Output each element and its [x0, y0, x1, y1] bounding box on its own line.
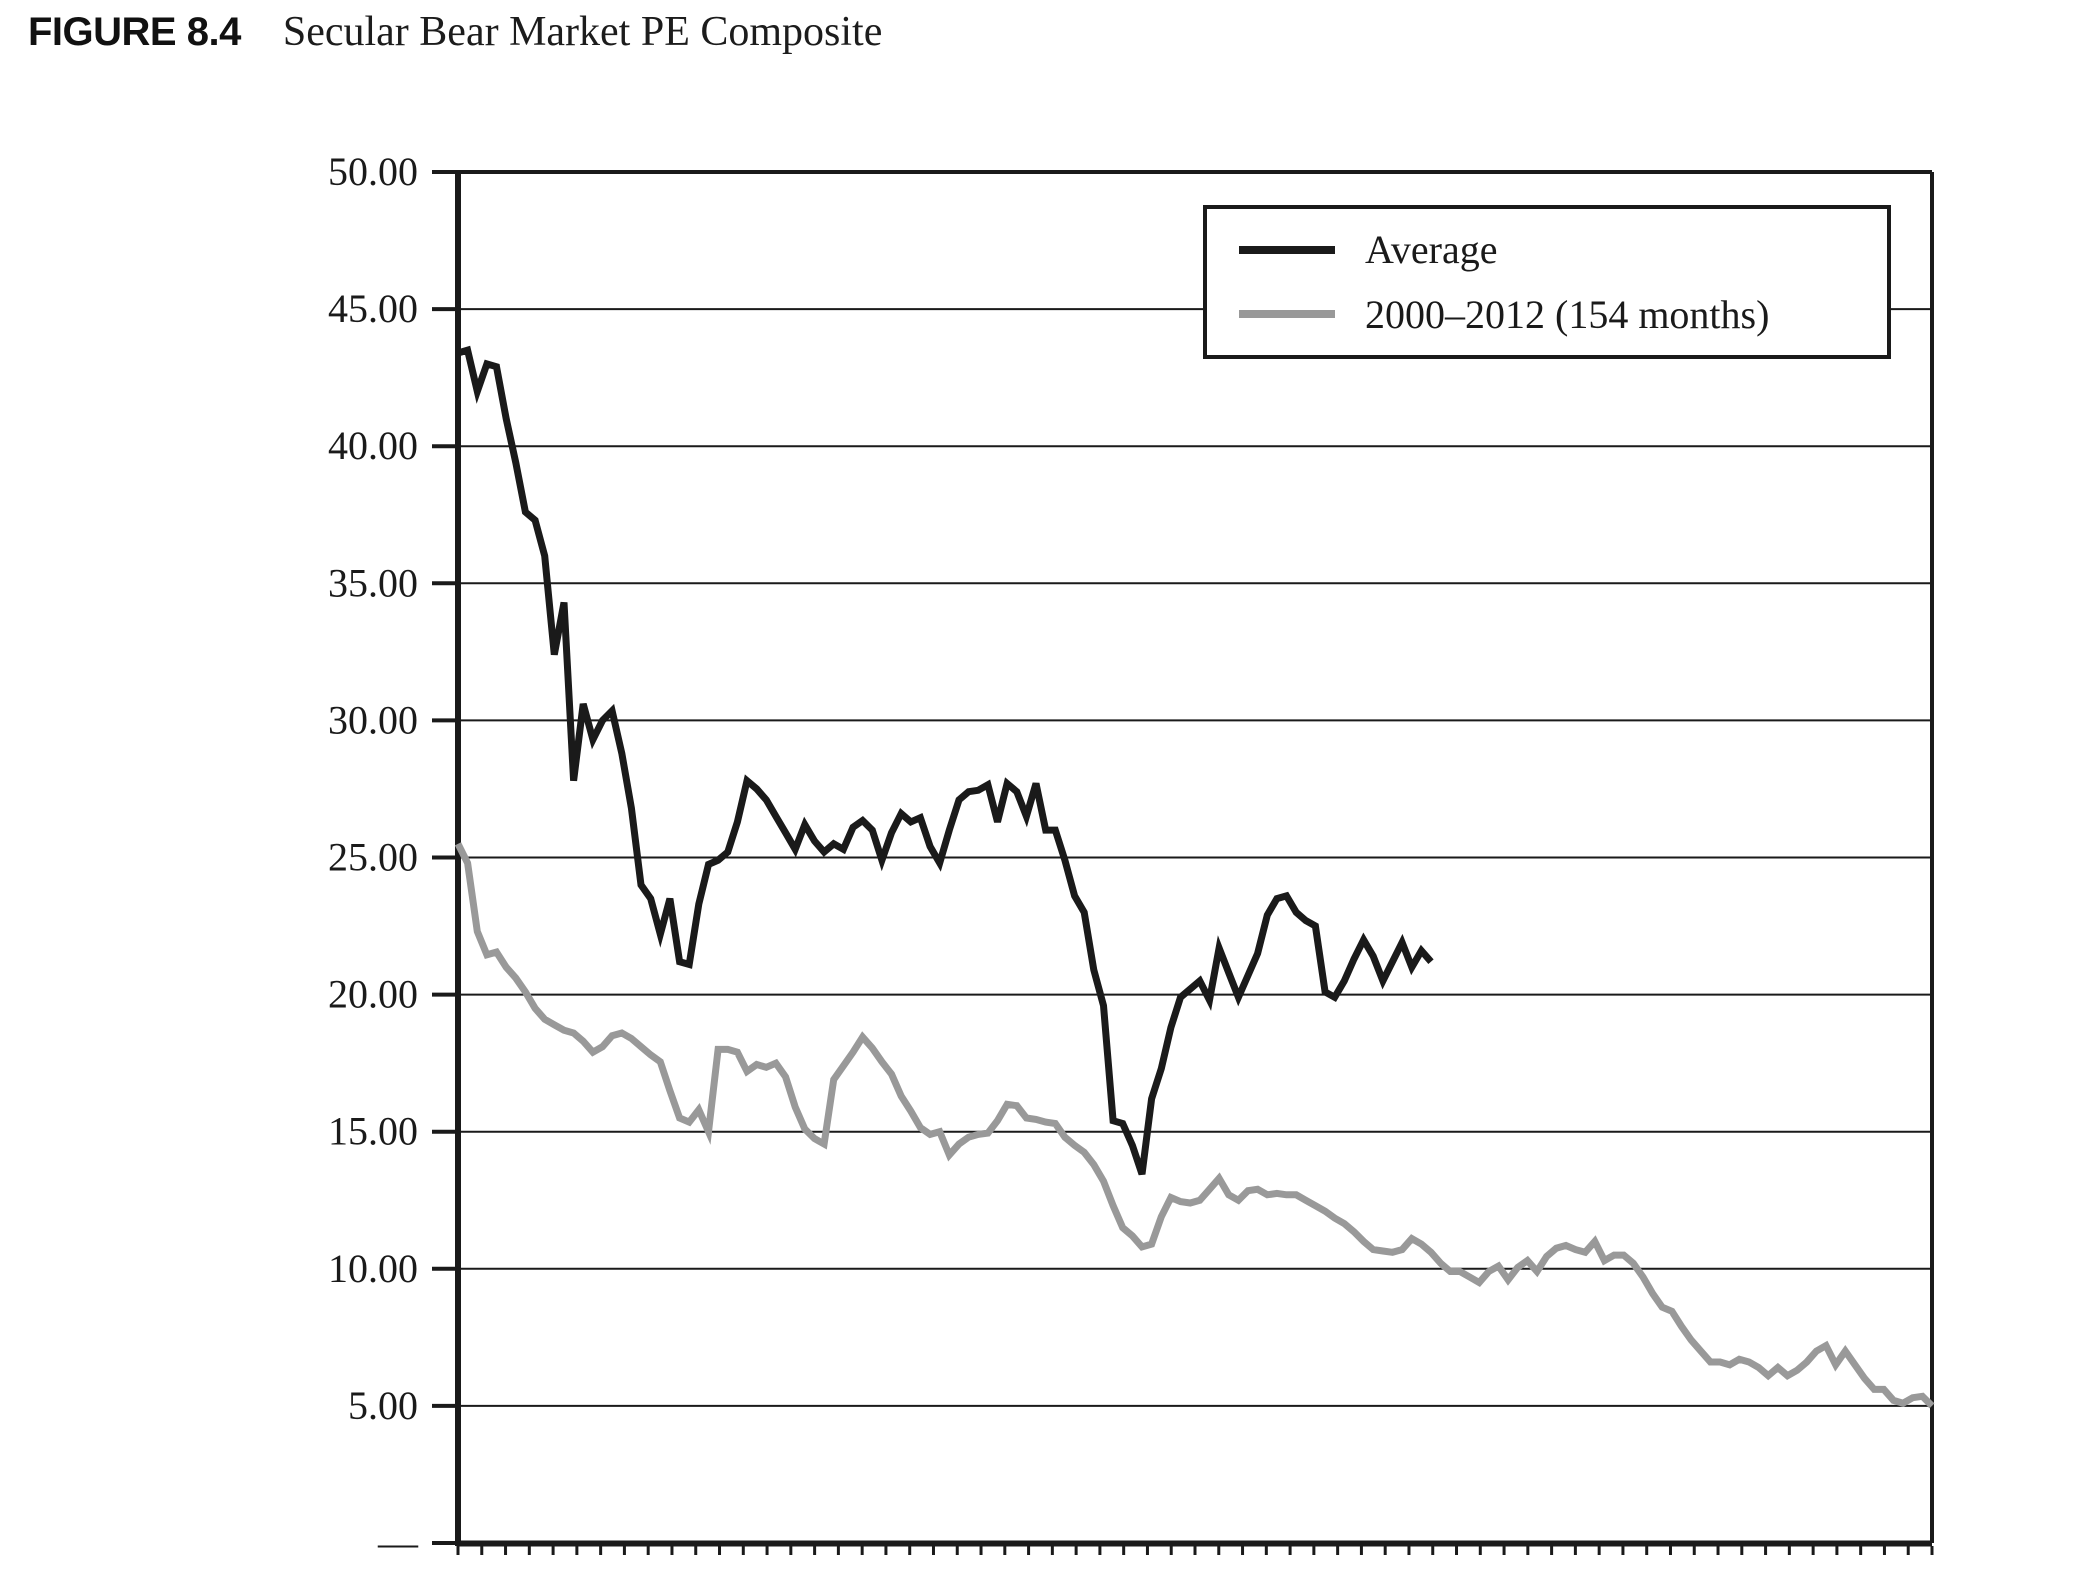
series-line-average [457, 345, 1434, 1176]
series-line-2000-2012 [454, 842, 1935, 1409]
y-tick-label-45.00: 45.00 [328, 286, 418, 331]
y-tick-label-20.00: 20.00 [328, 972, 418, 1017]
chart-legend: Average 2000–2012 (154 months) [1203, 205, 1891, 359]
y-tick-label-10.00: 10.00 [328, 1246, 418, 1291]
y-tick-label-50.00: 50.00 [328, 149, 418, 194]
y-tick-label-30.00: 30.00 [328, 697, 418, 742]
figure-number-label: FIGURE 8.4 [28, 10, 241, 54]
figure-caption: Secular Bear Market PE Composite [282, 9, 883, 55]
legend-item-average: Average [1239, 226, 1887, 273]
y-tick-label-25.00: 25.00 [328, 835, 418, 880]
average-line-swatch [1239, 245, 1335, 254]
y-tick-label-35.00: 35.00 [328, 560, 418, 605]
legend-label-2000-2012: 2000–2012 (154 months) [1365, 291, 1770, 337]
figure-title: FIGURE 8.4 Secular Bear Market PE Compos… [28, 8, 882, 56]
y-tick-label-—: — [377, 1520, 419, 1565]
2000-2012-line-swatch [1239, 310, 1335, 319]
y-tick-label-40.00: 40.00 [328, 423, 418, 468]
y-tick-label-5.00: 5.00 [348, 1383, 418, 1428]
y-tick-label-15.00: 15.00 [328, 1109, 418, 1154]
legend-item-2000-2012: 2000–2012 (154 months) [1239, 291, 1887, 338]
legend-label-average: Average [1365, 227, 1498, 273]
